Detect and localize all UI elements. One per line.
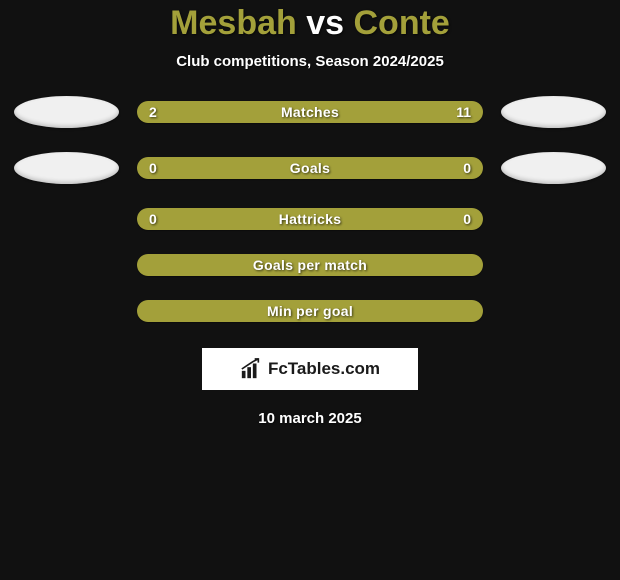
stat-bar: 00Hattricks [137, 208, 483, 230]
date-text: 10 march 2025 [258, 410, 361, 427]
player1-badge [14, 96, 119, 128]
stat-label: Min per goal [137, 300, 483, 322]
stat-label: Hattricks [137, 208, 483, 230]
stat-row: 00Goals [0, 152, 620, 184]
logo-text: FcTables.com [268, 359, 380, 379]
stat-label: Goals per match [137, 254, 483, 276]
stat-row: 00Hattricks [0, 208, 620, 230]
vs-text: vs [306, 4, 344, 42]
comparison-infographic: Mesbah vs Conte Club competitions, Seaso… [0, 0, 620, 427]
page-title: Mesbah vs Conte [170, 4, 450, 43]
stat-row: Goals per match [0, 254, 620, 276]
stat-bar: 00Goals [137, 157, 483, 179]
player2-badge [501, 96, 606, 128]
player1-name: Mesbah [170, 4, 297, 42]
stat-bar: 211Matches [137, 101, 483, 123]
stats-list: 211Matches 00Goals 00Hattricks Goals per ma… [0, 96, 620, 322]
stat-row: 211Matches [0, 96, 620, 128]
stat-label: Goals [137, 157, 483, 179]
stat-bar: Min per goal [137, 300, 483, 322]
logo-box: FcTables.com [202, 348, 418, 390]
stat-label: Matches [137, 101, 483, 123]
player2-name: Conte [354, 4, 450, 42]
stat-row: Min per goal [0, 300, 620, 322]
player2-badge [501, 152, 606, 184]
bar-chart-icon [240, 358, 262, 380]
subtitle: Club competitions, Season 2024/2025 [176, 53, 444, 70]
stat-bar: Goals per match [137, 254, 483, 276]
player1-badge [14, 152, 119, 184]
